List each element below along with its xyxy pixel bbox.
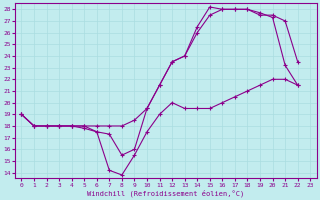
X-axis label: Windchill (Refroidissement éolien,°C): Windchill (Refroidissement éolien,°C) bbox=[87, 189, 244, 197]
